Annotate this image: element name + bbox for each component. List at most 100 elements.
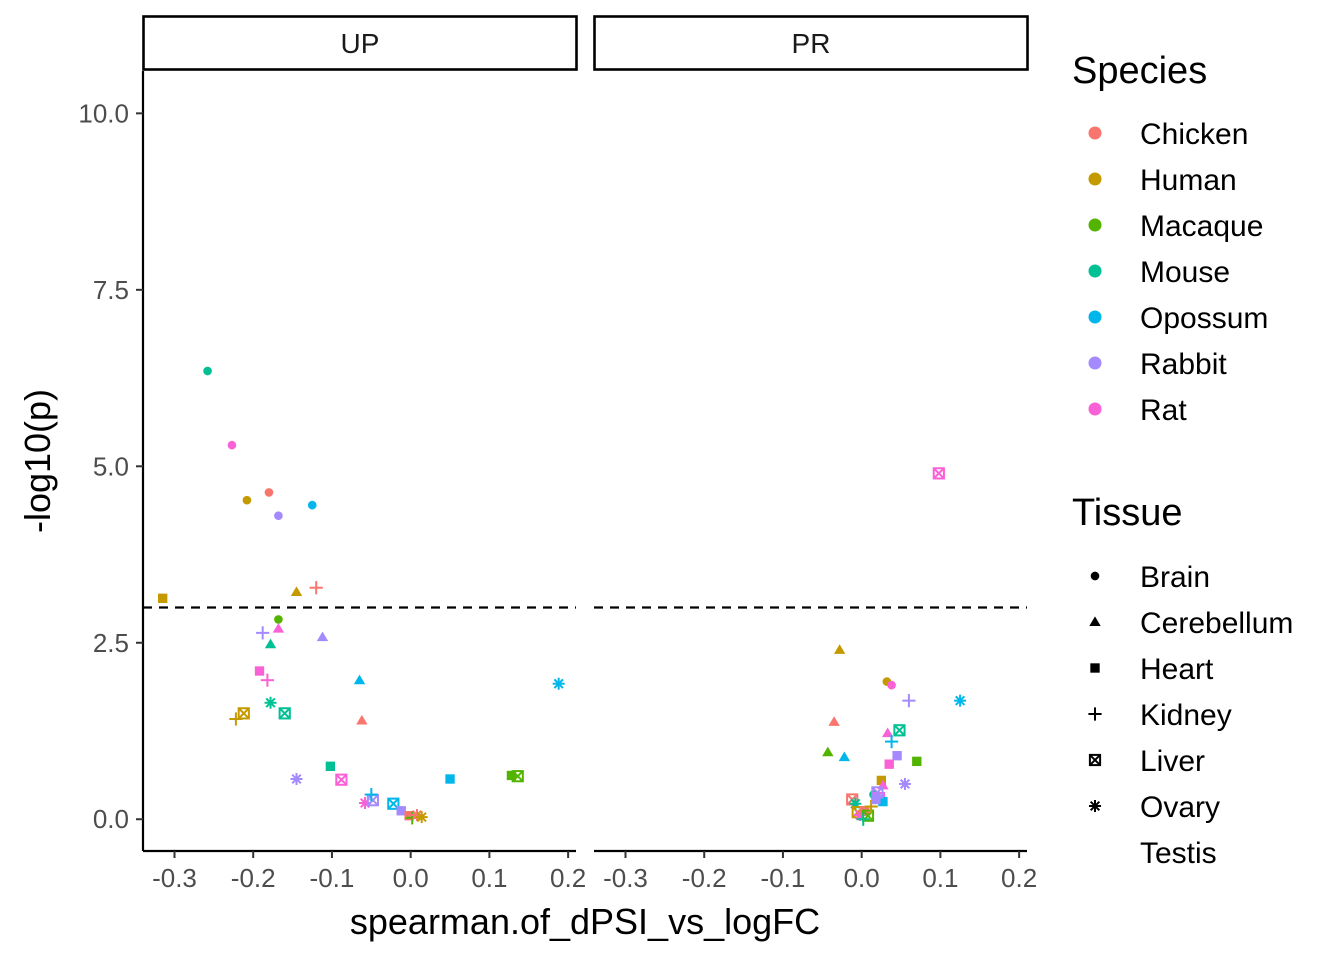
- species-legend-item: Chicken: [1088, 118, 1248, 151]
- y-tick-label: 7.5: [93, 275, 129, 305]
- data-point-opossum-heart: [878, 796, 888, 807]
- data-point-macaque-brain: [274, 615, 283, 624]
- data-point-rabbit-cerebellum: [316, 631, 329, 642]
- species-legend-label: Chicken: [1140, 118, 1248, 151]
- data-point-rabbit-brain: [274, 511, 283, 521]
- tissue-legend-item: Kidney: [1088, 699, 1232, 732]
- species-legend-label: Opossum: [1140, 302, 1268, 335]
- data-point-macaque-heart: [912, 756, 922, 767]
- data-point-human-heart: [876, 775, 887, 786]
- tissue-legend-label: Cerebellum: [1140, 607, 1293, 640]
- data-point-opossum-ovary: [954, 694, 967, 707]
- facet-label-pr: PR: [792, 28, 831, 59]
- species-legend-item: Mouse: [1088, 256, 1230, 289]
- y-axis-title: -log10(p): [17, 389, 58, 533]
- data-point-chicken-brain: [264, 488, 274, 497]
- data-point-macaque-cerebellum: [822, 746, 834, 757]
- data-point-opossum-cerebellum: [838, 751, 851, 762]
- species-legend-item: Rat: [1088, 394, 1187, 427]
- data-point-rabbit-ovary: [290, 773, 303, 785]
- data-point-macaque-liver: [511, 770, 524, 783]
- x-tick-label: -0.1: [310, 863, 355, 893]
- data-point-mouse-heart: [325, 761, 336, 771]
- data-point-chicken-heart: [404, 811, 414, 821]
- data-point-rat-brain: [887, 680, 896, 690]
- data-point-rabbit-kidney: [902, 694, 916, 708]
- species-legend-label: Rabbit: [1140, 348, 1227, 381]
- data-point-rabbit-ovary: [898, 777, 911, 790]
- facet-label-up: UP: [341, 28, 380, 59]
- data-point-chicken-kidney: [309, 581, 323, 595]
- data-point-opossum-kidney: [364, 787, 378, 802]
- species-legend-title: Species: [1072, 50, 1207, 92]
- data-point-human-cerebellum: [833, 644, 846, 654]
- data-point-rabbit-heart: [892, 751, 902, 761]
- data-point-mouse-brain: [203, 366, 212, 376]
- data-point-opossum-ovary: [552, 677, 565, 690]
- y-tick-label: 0.0: [93, 804, 129, 834]
- tissue-legend-label: Brain: [1140, 561, 1210, 594]
- species-legend: Species Chicken Human Macaque Mouse Opossum R…: [1072, 50, 1268, 427]
- tissue-legend-label: Ovary: [1140, 791, 1220, 824]
- data-point-rat-heart: [254, 666, 265, 676]
- data-point-human-heart: [158, 593, 168, 603]
- tissue-legend-title: Tissue: [1072, 492, 1183, 534]
- tissue-legend-item: Brain: [1090, 561, 1210, 594]
- tissue-legend-key: [1090, 571, 1100, 581]
- tissue-legend-item: Heart: [1090, 653, 1214, 686]
- species-legend-label: Human: [1140, 164, 1237, 197]
- tissue-legend-item: Liver: [1088, 745, 1205, 778]
- tissue-legend-label: Testis: [1140, 837, 1217, 870]
- species-legend-key: [1088, 310, 1102, 324]
- facet-strip-up: UP: [142, 15, 578, 71]
- data-point-macaque-heart: [506, 770, 517, 781]
- x-tick-label: 0.1: [922, 863, 958, 893]
- x-tick-label: -0.3: [603, 863, 648, 893]
- species-legend-key: [1088, 264, 1102, 278]
- species-legend-key: [1088, 218, 1102, 232]
- data-point-human-cerebellum: [290, 586, 303, 596]
- data-point-human-liver: [237, 707, 250, 720]
- data-point-rat-cerebellum: [272, 623, 285, 633]
- species-legend-key: [1088, 172, 1102, 186]
- species-legend-key: [1088, 402, 1102, 416]
- tissue-legend: Tissue Brain Cerebellum Heart Kidney Liver Ov…: [1072, 492, 1293, 870]
- tissue-legend-label: Liver: [1140, 745, 1205, 778]
- tissue-legend-item: Ovary: [1089, 791, 1220, 824]
- data-point-human-ovary: [415, 811, 428, 824]
- tissue-legend-label: Heart: [1140, 653, 1214, 686]
- data-point-human-brain: [242, 495, 252, 505]
- data-points: [158, 366, 967, 826]
- data-point-mouse-ovary: [264, 696, 277, 709]
- data-point-rabbit-kidney: [256, 626, 270, 640]
- y-tick-label: 10.0: [78, 98, 129, 128]
- x-axis-title: spearman.of_dPSI_vs_logFC: [350, 901, 820, 942]
- tissue-legend-key: [1088, 707, 1102, 721]
- tissue-legend-key: [1088, 753, 1102, 767]
- data-point-mouse-liver: [278, 707, 291, 720]
- x-tick-label: 0.1: [471, 863, 507, 893]
- data-point-opossum-kidney: [884, 734, 899, 749]
- tissue-legend-key: [1089, 800, 1101, 812]
- data-point-mouse-kidney: [856, 812, 870, 826]
- data-point-rat-brain: [227, 440, 237, 450]
- species-legend-item: Human: [1088, 164, 1237, 197]
- data-point-opossum-heart: [445, 774, 455, 784]
- species-legend-label: Macaque: [1140, 210, 1263, 243]
- x-tick-label: 0.0: [393, 863, 429, 893]
- tissue-legend-item: Testis: [1140, 837, 1217, 870]
- y-tick-label: 5.0: [93, 451, 129, 481]
- tissue-legend-key: [1089, 616, 1101, 627]
- data-point-chicken-cerebellum: [828, 716, 840, 726]
- y-axis-ticks: 0.0 2.5 5.0 7.5 10.0: [78, 98, 143, 834]
- facet-strip-pr: PR: [593, 15, 1029, 71]
- x-tick-label: -0.2: [231, 863, 276, 893]
- x-tick-label: 0.2: [1001, 863, 1037, 893]
- x-tick-label: 0.0: [844, 863, 880, 893]
- species-legend-key: [1088, 126, 1102, 140]
- data-point-rabbit-heart: [396, 806, 406, 816]
- species-legend-item: Macaque: [1088, 210, 1263, 243]
- data-point-rabbit-heart: [871, 794, 881, 805]
- data-point-mouse-liver: [893, 724, 906, 737]
- data-point-rat-heart: [884, 759, 894, 769]
